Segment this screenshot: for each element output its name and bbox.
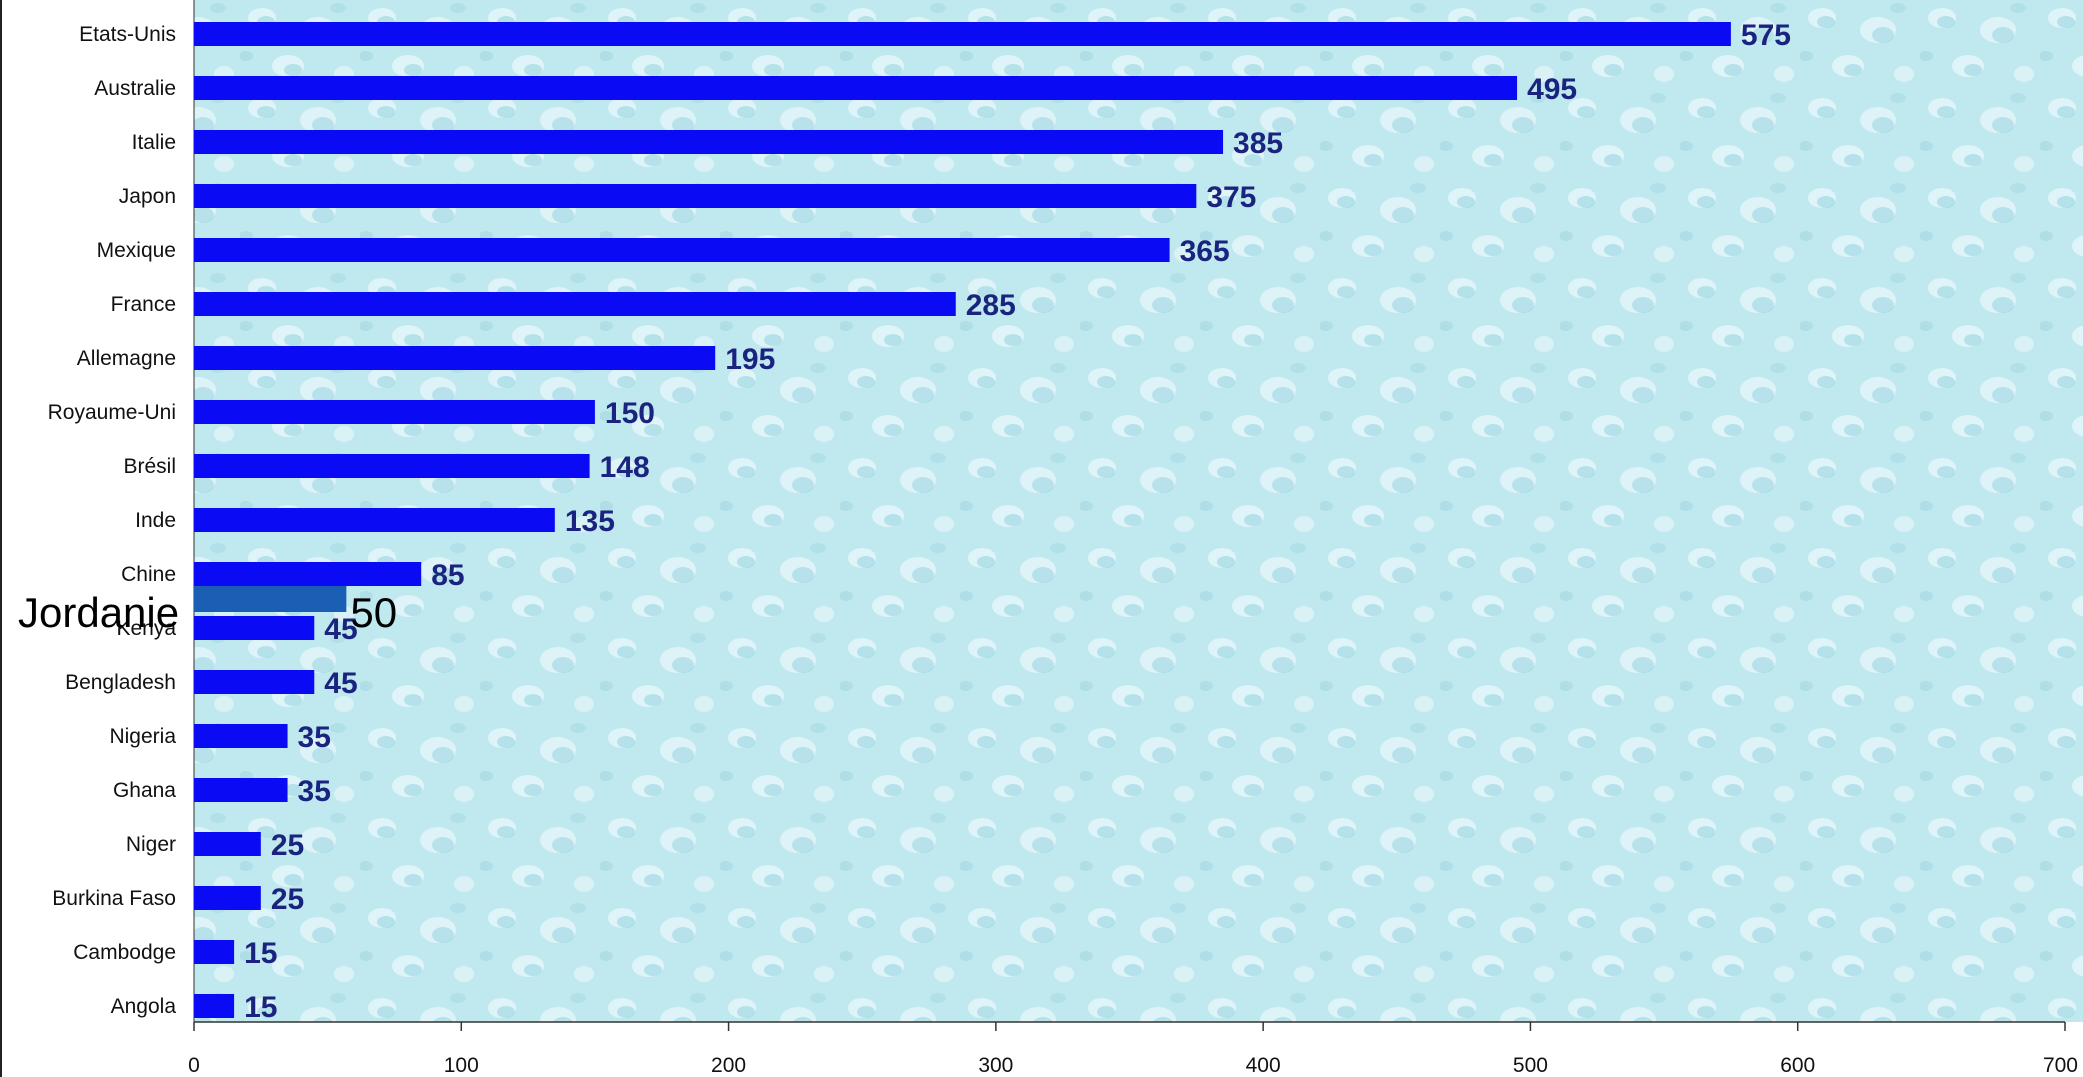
x-ticks-group: 0 100 200 300 400 500 600 700 xyxy=(188,1022,2078,1077)
bar-kenya xyxy=(194,616,315,640)
value-label-cambodge: 15 xyxy=(244,937,277,970)
bar-italie xyxy=(194,130,1224,154)
category-label-niger: Niger xyxy=(126,833,176,856)
bar-niger xyxy=(194,832,261,856)
bar-burkina-faso xyxy=(194,886,261,910)
highlight-group: Jordanie 50 xyxy=(18,586,397,636)
category-label-angola: Angola xyxy=(111,995,177,1018)
value-label-japon: 375 xyxy=(1206,181,1256,214)
bar-bresil xyxy=(194,454,590,478)
bar-jordanie-highlight xyxy=(194,586,347,612)
value-label-allemagne: 195 xyxy=(725,343,775,376)
value-label-mexique: 365 xyxy=(1180,235,1230,268)
bar-angola xyxy=(194,994,235,1018)
category-label-inde: Inde xyxy=(135,509,176,532)
value-label-nigeria: 35 xyxy=(298,721,331,754)
category-label-france: France xyxy=(111,293,176,316)
value-label-italie: 385 xyxy=(1233,127,1283,160)
category-label-royaume-uni: Royaume-Uni xyxy=(48,401,176,424)
category-label-japon: Japon xyxy=(119,185,176,208)
x-tick-label: 600 xyxy=(1780,1054,1815,1077)
x-tick-label: 300 xyxy=(978,1054,1013,1077)
bar-ghana xyxy=(194,778,288,802)
bar-inde xyxy=(194,508,555,532)
category-label-burkina-faso: Burkina Faso xyxy=(52,887,176,910)
highlight-value-label: 50 xyxy=(350,589,397,636)
category-label-bengladesh: Bengladesh xyxy=(65,671,176,694)
value-label-chine: 85 xyxy=(431,559,464,592)
x-tick-label: 500 xyxy=(1513,1054,1548,1077)
x-tick-label: 200 xyxy=(711,1054,746,1077)
x-tick-label: 100 xyxy=(444,1054,479,1077)
x-tick-label: 700 xyxy=(2043,1054,2078,1077)
bar-japon xyxy=(194,184,1197,208)
bar-allemagne xyxy=(194,346,716,370)
category-label-chine: Chine xyxy=(121,563,176,586)
category-label-cambodge: Cambodge xyxy=(73,941,176,964)
bar-nigeria xyxy=(194,724,288,748)
category-label-ghana: Ghana xyxy=(113,779,176,802)
x-tick-label: 400 xyxy=(1246,1054,1281,1077)
x-tick-label: 0 xyxy=(188,1054,200,1077)
value-label-australie: 495 xyxy=(1527,73,1577,106)
value-label-bresil: 148 xyxy=(600,451,650,484)
bar-france xyxy=(194,292,956,316)
value-label-kenya: 45 xyxy=(324,613,357,646)
category-label-australie: Australie xyxy=(94,77,176,100)
category-label-italie: Italie xyxy=(132,131,176,154)
bar-cambodge xyxy=(194,940,235,964)
bar-mexique xyxy=(194,238,1170,262)
category-label-mexique: Mexique xyxy=(97,239,176,262)
category-label-nigeria: Nigeria xyxy=(109,725,176,748)
value-label-angola: 15 xyxy=(244,991,277,1024)
bar-etats-unis xyxy=(194,22,1731,46)
category-label-bresil: Brésil xyxy=(123,455,176,478)
value-label-ghana: 35 xyxy=(298,775,331,808)
value-label-bengladesh: 45 xyxy=(324,667,357,700)
value-label-inde: 135 xyxy=(565,505,615,538)
bar-bengladesh xyxy=(194,670,315,694)
bars-group: Etats-Unis 575 Australie 495 Italie 385 Japon 3… xyxy=(48,19,1791,1024)
value-label-etats-unis: 575 xyxy=(1741,19,1791,52)
bar-chine xyxy=(194,562,422,586)
bar-royaume-uni xyxy=(194,400,595,424)
value-label-royaume-uni: 150 xyxy=(605,397,655,430)
value-label-france: 285 xyxy=(966,289,1016,322)
value-label-burkina-faso: 25 xyxy=(271,883,304,916)
bar-australie xyxy=(194,76,1518,100)
highlight-category-label: Jordanie xyxy=(18,589,179,636)
category-label-kenya: Kenya xyxy=(116,617,176,640)
category-label-allemagne: Allemagne xyxy=(77,347,176,370)
category-label-etats-unis: Etats-Unis xyxy=(79,23,176,46)
value-label-niger: 25 xyxy=(271,829,304,862)
